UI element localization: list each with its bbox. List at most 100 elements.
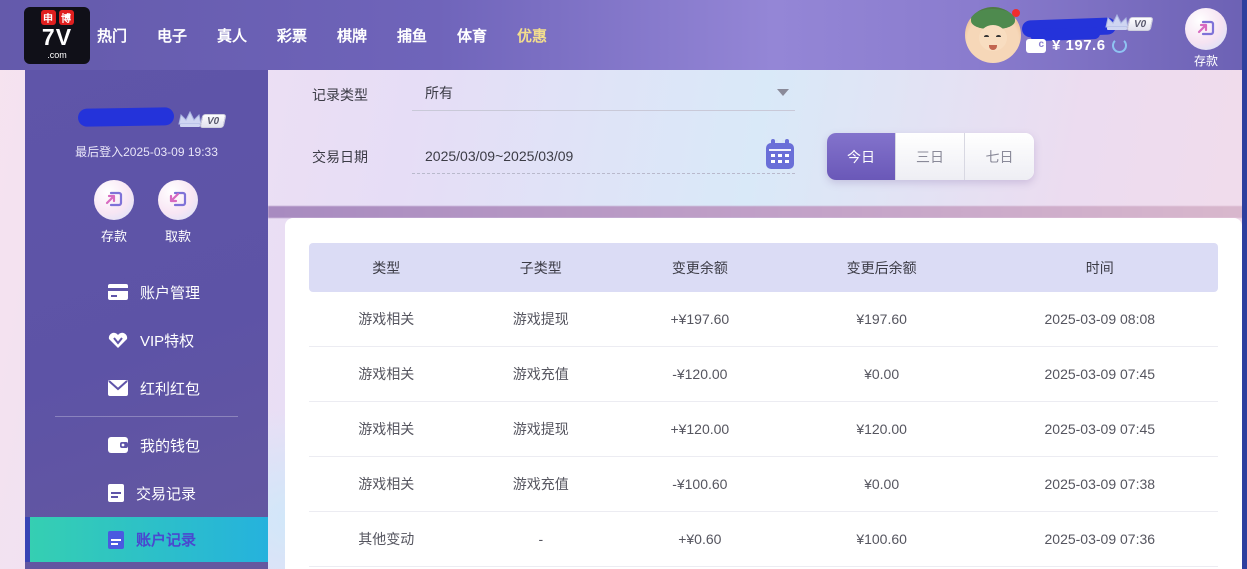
sidebar-item-wallet[interactable]: 我的钱包 [25,421,268,469]
cell-subtype: - [538,531,544,547]
cell-type: 游戏相关 [358,311,415,327]
cell-time: 2025-03-09 08:08 [1044,311,1156,327]
header-deposit-button[interactable]: 存款 [1180,8,1232,69]
cell-change: -¥100.60 [672,476,728,492]
notification-dot [1012,9,1020,17]
cell-subtype: 游戏提现 [512,311,569,327]
envelope-icon [108,380,128,396]
right-edge-scrollbar[interactable] [1242,0,1247,569]
nav-slots[interactable]: 电子 [156,27,187,45]
record-type-select[interactable]: 所有 [412,75,795,111]
nav-chess[interactable]: 棋牌 [336,27,367,45]
logo-text: 7V [41,24,73,50]
sidebar-withdraw-label: 取款 [164,229,191,244]
cell-type: 游戏相关 [358,421,415,437]
crown-icon [1105,13,1129,30]
document-icon [108,484,124,502]
col-after: 变更后余额 [846,259,917,276]
menu-divider [55,416,238,417]
col-change: 变更余额 [671,259,728,276]
table-row: 游戏相关 游戏充值 -¥100.60 ¥0.00 2025-03-09 07:3… [309,457,1218,512]
deposit-icon [105,191,123,207]
cell-time: 2025-03-09 07:45 [1044,366,1156,382]
record-type-label: 记录类型 [312,87,368,103]
deposit-icon [1197,20,1215,36]
cell-type: 游戏相关 [358,476,415,492]
cell-after: ¥197.60 [856,311,907,327]
tab-seven-days[interactable]: 七日 [965,133,1034,180]
sidebar-item-account-management[interactable]: 账户管理 [25,268,268,316]
vip-level-label: V0 [1126,17,1154,31]
cell-after: ¥0.00 [864,476,900,492]
tab-three-days[interactable]: 三日 [896,133,965,180]
cell-after: ¥120.00 [856,421,907,437]
calendar-icon[interactable] [766,138,794,169]
trade-date-input[interactable]: 2025/03/09~2025/03/09 [412,138,795,174]
balance-display: ¥ 197.6 [1026,37,1127,54]
top-navigation-bar: 申 博 7V .com 热门 电子 真人 彩票 棋牌 捕鱼 体育 优惠 V0 [0,0,1247,70]
sidebar-item-transaction-records[interactable]: 交易记录 [25,469,268,517]
nav-fishing[interactable]: 捕鱼 [396,27,427,45]
site-logo[interactable]: 申 博 7V .com [24,7,90,64]
refresh-balance-icon[interactable] [1111,38,1127,53]
cell-time: 2025-03-09 07:45 [1044,421,1156,437]
vip-badge: V0 [1104,13,1154,31]
table-row: 游戏相关 游戏提现 +¥120.00 ¥120.00 2025-03-09 07… [309,402,1218,457]
vip-badge: V0 [177,110,227,128]
record-type-value: 所有 [425,84,453,101]
user-avatar[interactable] [965,7,1021,63]
tab-today[interactable]: 今日 [827,133,896,180]
cell-type: 其他变动 [358,531,415,547]
nav-live[interactable]: 真人 [216,27,247,45]
cell-subtype: 游戏充值 [512,476,569,492]
logo-tag: 申 [40,10,56,25]
records-table: 类型 子类型 变更余额 变更后余额 时间 游戏相关 游戏提现 +¥197.60 … [285,218,1242,569]
sidebar-item-label: 红利红包 [140,380,201,398]
balance-amount: ¥ 197.6 [1052,37,1106,54]
wallet-card-icon [1026,38,1046,53]
trade-date-value: 2025/03/09~2025/03/09 [425,147,574,164]
cell-change: +¥0.60 [678,531,722,547]
username-redacted [77,107,175,127]
card-icon [108,284,128,300]
col-time: 时间 [1085,259,1114,276]
sidebar-item-bonus[interactable]: 红利红包 [25,364,268,412]
chevron-down-icon [777,89,789,96]
filter-panel: 记录类型 所有 交易日期 2025/03/09~2025/03/09 今日 三日… [285,75,1242,206]
sidebar-withdraw-button[interactable]: 取款 [146,180,210,245]
card-shadow-band [268,206,1247,218]
cell-after: ¥0.00 [864,366,900,382]
cell-time: 2025-03-09 07:38 [1044,476,1156,492]
nav-lottery[interactable]: 彩票 [276,27,307,45]
sidebar-deposit-label: 存款 [100,229,127,244]
nav-promotions[interactable]: 优惠 [516,27,547,45]
sidebar-menu: 账户管理 VIP特权 红利红包 [25,268,268,562]
cell-subtype: 游戏充值 [512,366,569,382]
cell-subtype: 游戏提现 [512,421,569,437]
logo-domain: .com [47,50,67,60]
sidebar-item-label: VIP特权 [140,332,195,350]
nav-hot[interactable]: 热门 [96,27,127,45]
header-deposit-label: 存款 [1193,54,1218,68]
sidebar-item-account-records[interactable]: 账户记录 [25,517,268,562]
cell-change: +¥197.60 [670,311,730,327]
sidebar: V0 最后登入2025-03-09 19:33 存款 取款 账户管 [25,34,268,569]
sidebar-deposit-button[interactable]: 存款 [82,180,146,245]
sidebar-item-vip[interactable]: VIP特权 [25,316,268,364]
vip-heart-icon [108,332,128,348]
col-type: 类型 [372,259,401,276]
wallet-icon [108,437,128,453]
username-redacted [1021,17,1117,38]
table-row: 游戏相关 游戏提现 +¥197.60 ¥197.60 2025-03-09 08… [309,292,1218,347]
col-subtype: 子类型 [519,259,562,276]
table-row: 其他变动 - +¥0.60 ¥100.60 2025-03-09 07:36 [309,512,1218,567]
sidebar-item-label: 交易记录 [136,485,197,503]
cell-after: ¥100.60 [856,531,907,547]
nav-sports[interactable]: 体育 [456,27,487,45]
document-icon [108,530,124,549]
last-login-text: 最后登入2025-03-09 19:33 [75,145,218,159]
trade-date-label: 交易日期 [312,149,368,165]
sidebar-item-label: 账户记录 [136,532,197,549]
sidebar-item-label: 账户管理 [140,284,201,302]
